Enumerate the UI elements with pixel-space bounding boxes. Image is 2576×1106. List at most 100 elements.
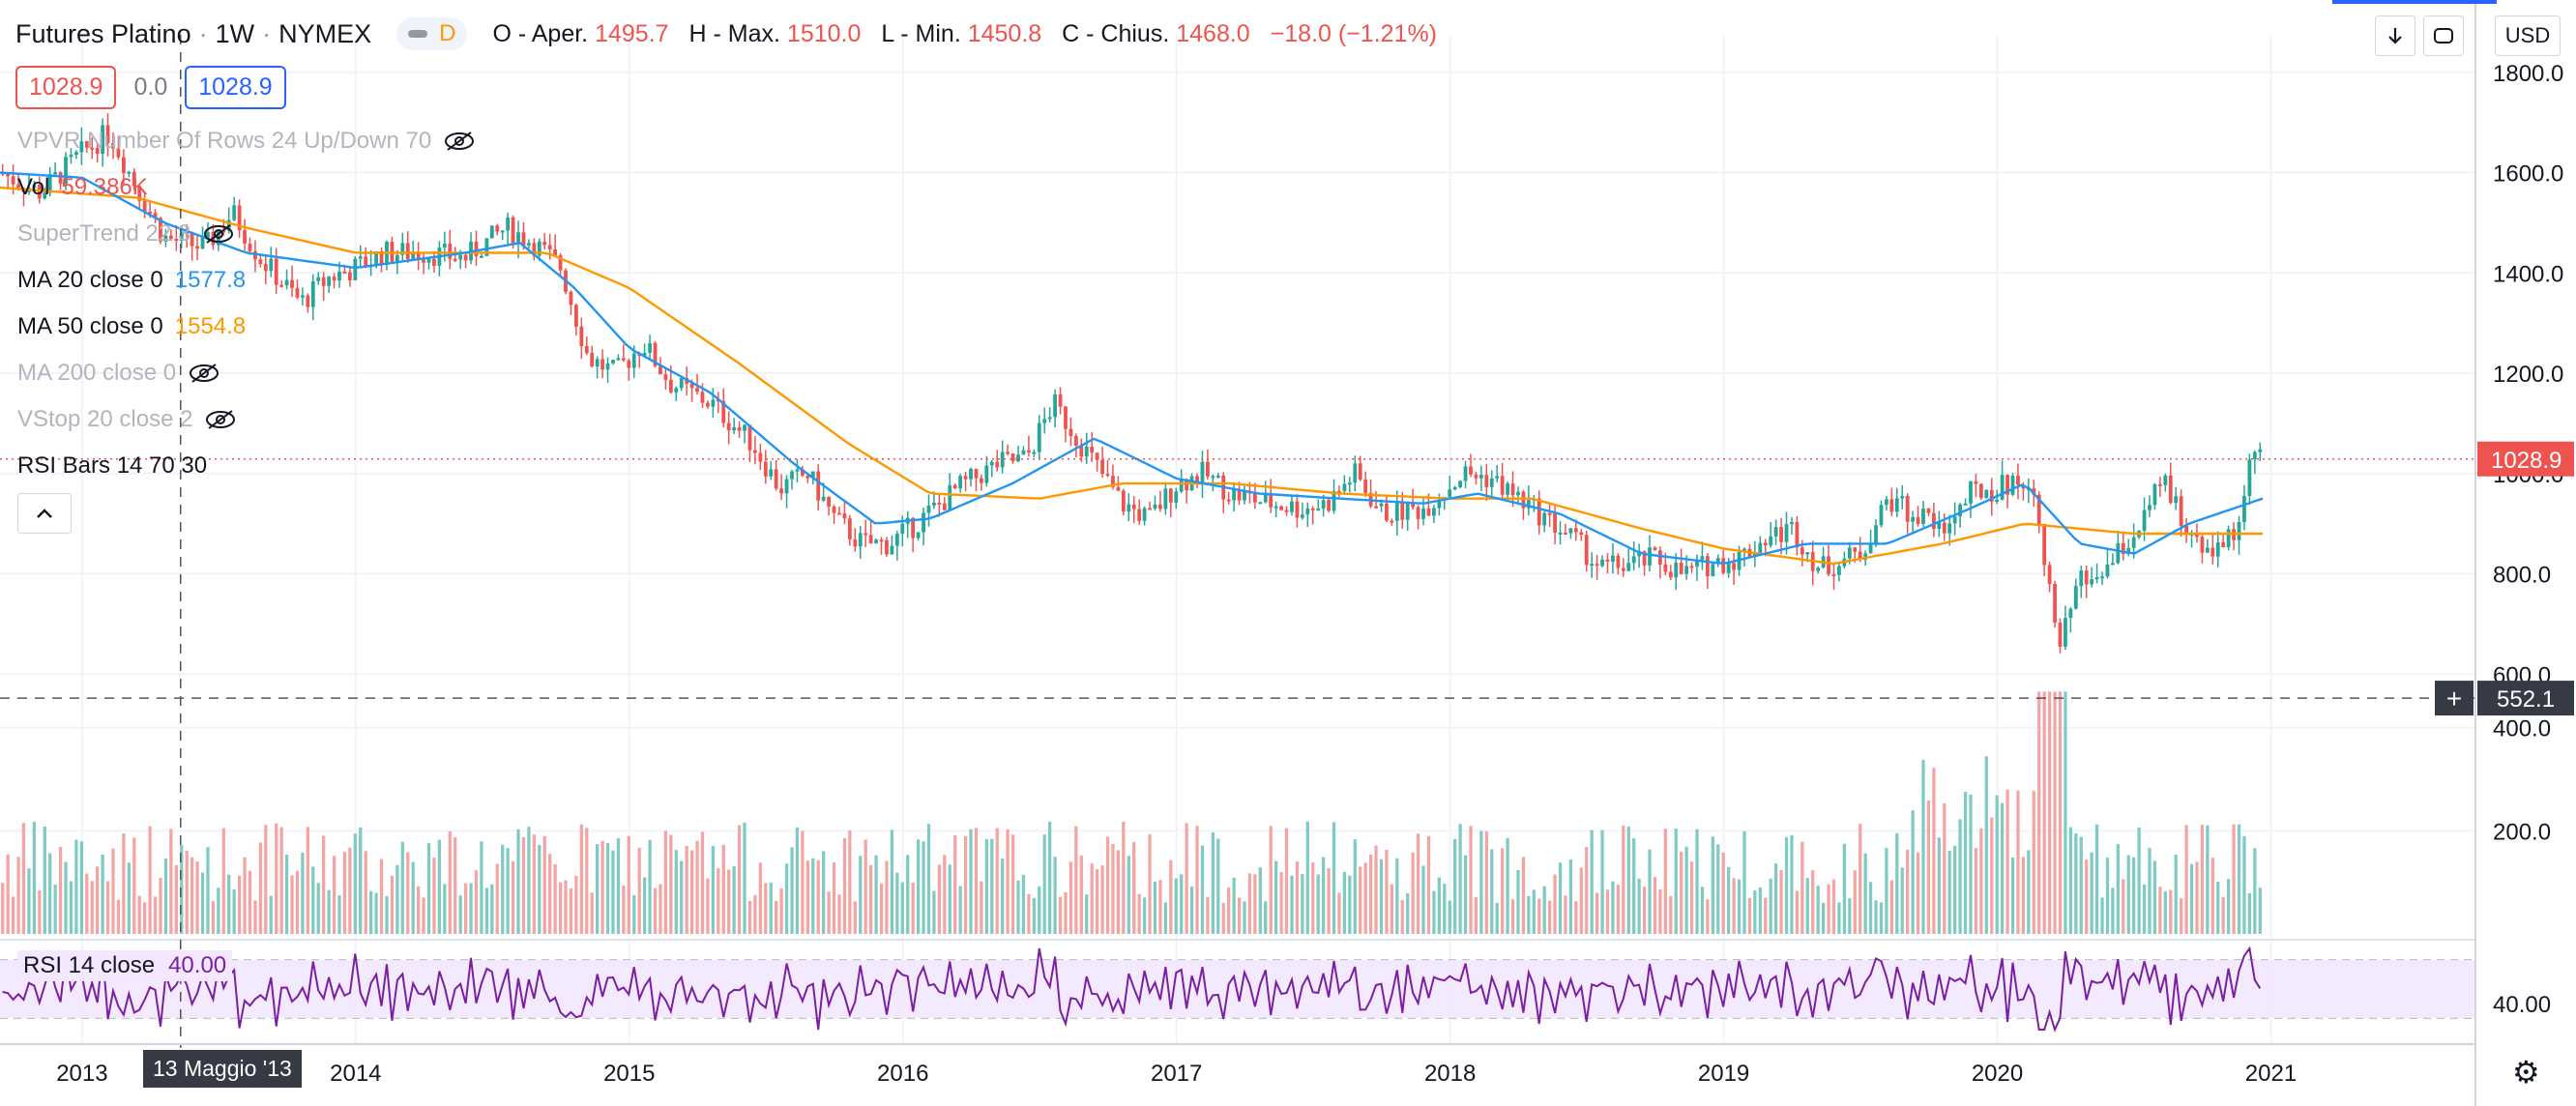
volume-bar <box>879 883 884 934</box>
candle <box>774 469 778 489</box>
volume-bar <box>1038 886 1041 934</box>
candle <box>2210 547 2215 557</box>
candle <box>1000 451 1005 468</box>
scroll-down-button[interactable] <box>2375 15 2415 56</box>
candle <box>932 502 936 506</box>
candle <box>1579 532 1584 536</box>
indicator-vstop[interactable]: VStop 20 close 2 <box>17 406 237 433</box>
volume-bar <box>400 841 404 934</box>
volume-bar <box>1879 902 1884 934</box>
volume-bar <box>1189 886 1194 934</box>
eye-hidden-icon[interactable] <box>204 409 237 430</box>
candle <box>790 471 794 480</box>
indicator-vpvr[interactable]: VPVR Number Of Rows 24 Up/Down 70 <box>17 128 476 155</box>
candle <box>1390 520 1394 523</box>
candle <box>1858 551 1862 560</box>
volume-bar <box>1974 848 1978 934</box>
volume-bar <box>2111 888 2115 934</box>
volume-bar <box>2242 835 2246 934</box>
volume-bar <box>1700 887 1705 934</box>
indicator-supertrend[interactable]: SuperTrend 22 3 <box>17 220 235 247</box>
volume-bar <box>1395 858 1399 934</box>
candle <box>1726 563 1731 573</box>
indicator-ma50[interactable]: MA 50 close 0 1554.8 <box>17 313 247 339</box>
rsi-legend[interactable]: RSI 14 close 40.00 <box>17 950 233 981</box>
volume-bar <box>1406 892 1410 934</box>
candle <box>642 352 647 356</box>
volume-bar <box>2105 858 2110 934</box>
volume-tick-label: 200.0 <box>2493 819 2551 845</box>
volume-bar <box>506 848 510 934</box>
volume-bar <box>1674 828 1678 934</box>
interval-label[interactable]: 1W <box>215 18 255 48</box>
volume-bar <box>27 868 31 934</box>
candle <box>53 172 58 175</box>
gear-icon[interactable]: ⚙ <box>2512 1055 2540 1090</box>
candle <box>1595 564 1599 567</box>
candle <box>121 157 126 174</box>
candle <box>779 488 784 494</box>
candle <box>2064 618 2067 647</box>
volume-bar <box>527 827 531 934</box>
candle <box>1911 516 1916 522</box>
currency-button[interactable]: USD <box>2495 15 2561 56</box>
volume-bar <box>1821 902 1826 934</box>
volume-bar <box>2085 859 2089 934</box>
volume-bar <box>1359 866 1362 934</box>
candle <box>1127 504 1131 512</box>
symbol-title[interactable]: Futures Platino <box>15 18 191 48</box>
candle <box>1769 536 1773 546</box>
volume-bar <box>579 824 583 934</box>
delayed-badge: D <box>439 20 456 46</box>
volume-bar <box>958 886 962 934</box>
eye-hidden-icon[interactable] <box>443 131 476 152</box>
volume-bar <box>1016 880 1020 934</box>
volume-bar <box>364 851 367 934</box>
candle <box>805 475 810 479</box>
collapse-legend-button[interactable] <box>17 493 72 534</box>
candle <box>448 244 453 259</box>
candle <box>695 388 699 393</box>
candle <box>832 506 836 513</box>
volume-bar <box>717 868 720 934</box>
indicator-volume[interactable]: Vol 59.386K <box>17 174 148 200</box>
candle <box>2226 529 2231 547</box>
candle <box>1158 504 1162 509</box>
volume-bar <box>711 846 716 934</box>
candle <box>422 259 425 263</box>
volume-bar <box>1301 874 1304 934</box>
candle <box>1426 508 1431 516</box>
candle <box>1200 461 1205 484</box>
candle <box>1100 459 1104 475</box>
volume-bar <box>1295 861 1300 934</box>
volume-bar <box>1284 828 1289 934</box>
volume-bar <box>1605 889 1610 934</box>
candle <box>1868 544 1873 554</box>
candle <box>1526 500 1531 509</box>
volume-bar <box>1611 881 1615 934</box>
candle <box>1300 514 1304 518</box>
volume-bar <box>2122 879 2125 934</box>
open-value: 1495.7 <box>595 19 669 47</box>
candle <box>743 424 746 431</box>
candle <box>174 238 179 242</box>
low-value: 1450.8 <box>967 19 1042 47</box>
volume-bar <box>548 854 552 934</box>
candle <box>148 212 152 215</box>
eye-hidden-icon[interactable] <box>202 223 235 245</box>
eye-hidden-icon[interactable] <box>188 363 220 384</box>
indicator-rsi-bars[interactable]: RSI Bars 14 70 30 <box>17 452 208 479</box>
volume-bar <box>974 828 979 934</box>
candle <box>1905 496 1910 522</box>
indicator-ma20[interactable]: MA 20 close 0 1577.8 <box>17 267 247 293</box>
maximize-button[interactable] <box>2423 15 2464 56</box>
price-tick-label: 1600.0 <box>2493 161 2563 188</box>
status-pill[interactable]: D <box>396 17 468 50</box>
candle <box>1631 556 1636 564</box>
indicator-ma200[interactable]: MA 200 close 0 <box>17 360 220 387</box>
volume-bar <box>758 862 762 934</box>
candle <box>1626 563 1631 571</box>
volume-bar <box>437 839 442 934</box>
volume-bar <box>227 874 231 934</box>
